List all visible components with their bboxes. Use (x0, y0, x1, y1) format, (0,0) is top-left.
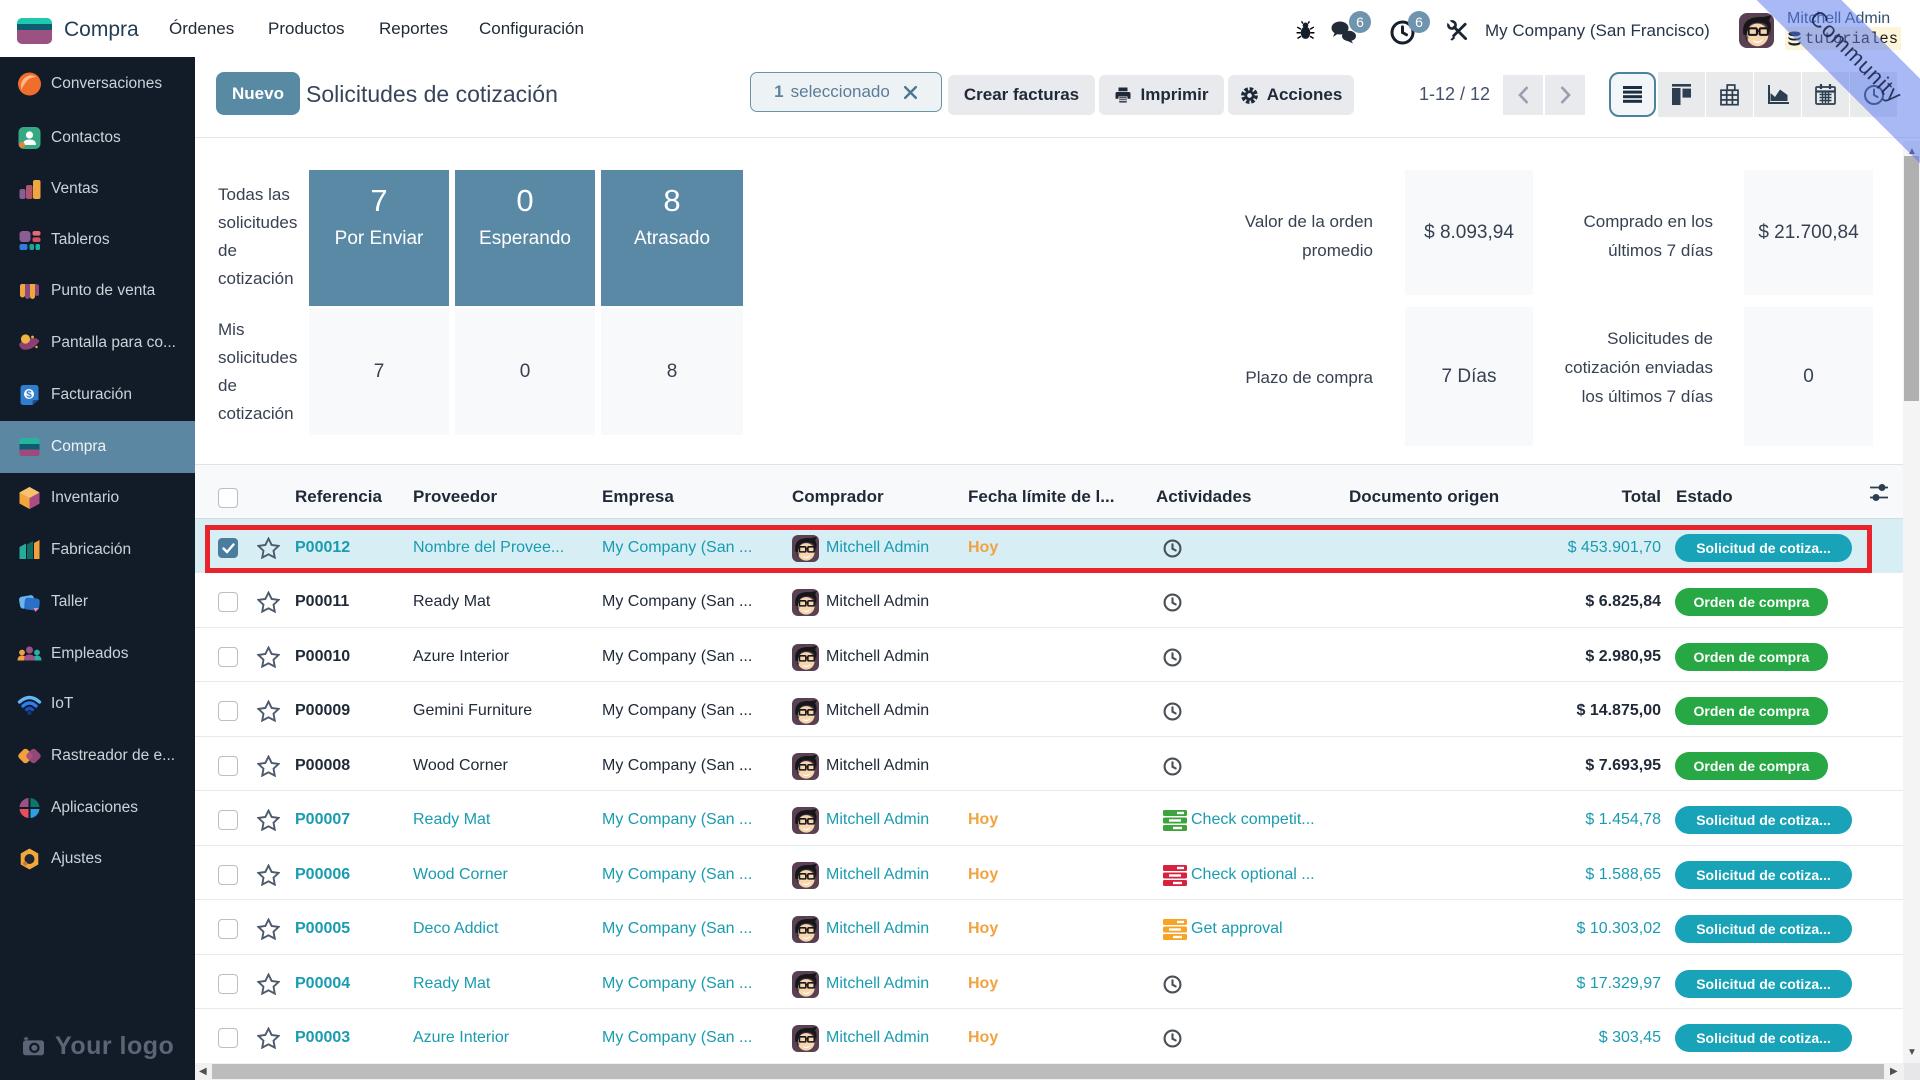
svg-text:$: $ (26, 389, 32, 400)
